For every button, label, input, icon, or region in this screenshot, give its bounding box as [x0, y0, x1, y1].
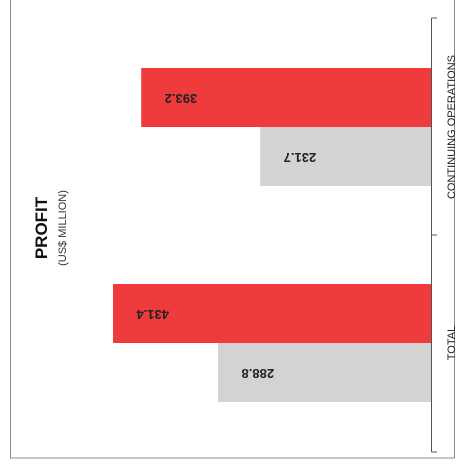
bar-total-series-2: [218, 343, 431, 402]
value-label-total-series-1: 431.4: [136, 307, 169, 322]
value-label-total-series-2: 288.8: [242, 366, 275, 381]
bar-continuing-operations-series-2: [260, 127, 431, 186]
bar-continuing-operations-series-1: [141, 68, 431, 127]
bar-total-series-1: [113, 284, 431, 343]
value-label-continuing-operations-series-1: 393.2: [165, 91, 198, 106]
category-label-continuing-operations: CONTINUING OPERATIONS: [446, 55, 458, 199]
value-label-continuing-operations-series-2: 231.7: [284, 150, 317, 165]
chart-subtitle: (US$ MILLION): [57, 190, 69, 266]
category-label-total: TOTAL: [446, 326, 458, 360]
chart-title: PROFIT: [32, 196, 51, 259]
bars-group: 393.2 231.7 431.4 288.8: [113, 68, 431, 402]
chart-frame: [10, 0, 455, 459]
